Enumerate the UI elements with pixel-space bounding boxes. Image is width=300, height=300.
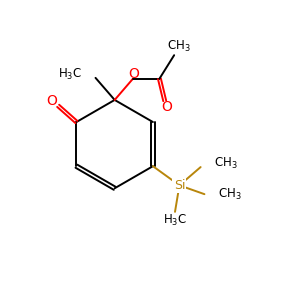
Text: CH$_3$: CH$_3$ <box>218 187 242 202</box>
Text: CH$_3$: CH$_3$ <box>214 156 238 171</box>
Text: CH$_3$: CH$_3$ <box>167 39 190 55</box>
Text: H$_3$C: H$_3$C <box>58 67 82 82</box>
Text: O: O <box>46 94 57 108</box>
Text: O: O <box>161 100 172 114</box>
Text: H$_3$C: H$_3$C <box>163 213 187 228</box>
Text: O: O <box>128 67 139 81</box>
Text: Si: Si <box>174 179 185 192</box>
